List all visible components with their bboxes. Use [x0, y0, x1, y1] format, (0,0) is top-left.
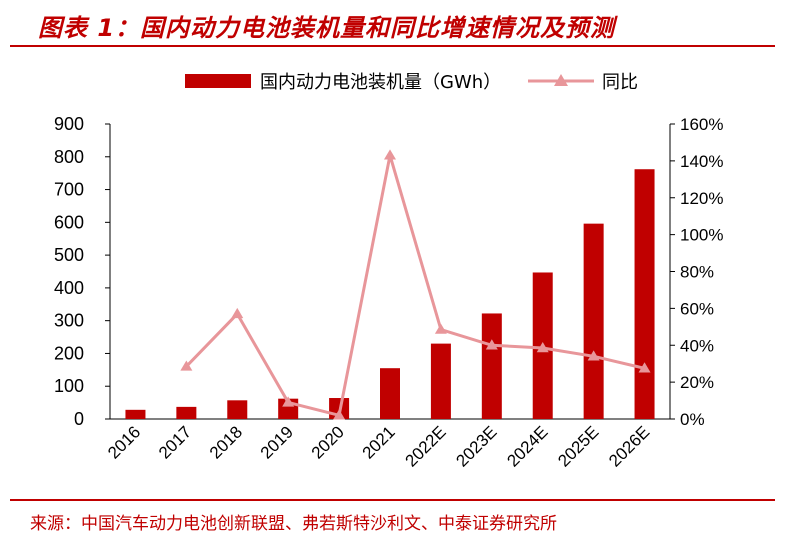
line-point [434, 323, 447, 334]
y-right-tick-label: 20% [680, 373, 714, 392]
line-point [384, 149, 396, 160]
y-left-tick-label: 800 [54, 147, 84, 167]
bar [227, 400, 248, 419]
y-right-tick-label: 160% [680, 115, 723, 134]
y-left-tick-label: 400 [54, 278, 84, 298]
bar [481, 313, 502, 419]
line-point [333, 409, 346, 420]
x-tick-label: 2026E [605, 422, 653, 470]
bar [125, 409, 146, 419]
title-divider [10, 45, 775, 47]
bar [583, 223, 604, 419]
chart: 0 100 200 300 400 500 600 700 800 900 0% 20% 40% 60% 8… [54, 72, 724, 471]
x-tick-label: 2021 [359, 422, 399, 462]
y-left-tick-label: 900 [54, 114, 84, 134]
y-right-tick-label: 60% [680, 299, 714, 318]
legend-label-line: 同比 [602, 72, 638, 93]
y-left-tick-label: 300 [54, 311, 84, 331]
source-divider [10, 499, 775, 501]
y-left-tick-label: 600 [54, 212, 84, 232]
y-right-tick-label: 0% [680, 410, 705, 429]
page-title: 图表 1：国内动力电池装机量和同比增速情况及预测 [38, 14, 616, 42]
y-left-tick-label: 100 [54, 376, 84, 396]
y-left-tick-label: 0 [74, 409, 84, 429]
x-tick-label: 2025E [554, 422, 602, 470]
x-tick-label: 2024E [503, 422, 551, 470]
x-tick-label: 2017 [155, 422, 195, 462]
bar [430, 343, 451, 419]
source-note: 来源：中国汽车动力电池创新联盟、弗若斯特沙利文、中泰证券研究所 [30, 514, 557, 534]
legend-swatch-marker [554, 74, 568, 86]
line-point [180, 360, 193, 371]
y-left-tick-label: 500 [54, 245, 84, 265]
bar [176, 406, 197, 419]
line-point [536, 342, 549, 353]
series-line [185, 154, 645, 418]
y-right-tick-label: 40% [680, 336, 714, 355]
x-tick-label: 2020 [308, 422, 348, 462]
bar [380, 368, 400, 419]
line-point [485, 339, 498, 350]
x-tick-label: 2018 [206, 422, 246, 462]
x-tick-label: 2022E [402, 422, 450, 470]
y-left-tick-label: 200 [54, 343, 84, 363]
x-tick-label: 2023E [452, 422, 500, 470]
y-right-tick-label: 120% [680, 189, 723, 208]
y-right-tick-label: 140% [680, 152, 723, 171]
line-point [638, 362, 651, 373]
y-right-tick-label: 100% [680, 226, 723, 245]
bar [634, 169, 655, 419]
line-point [231, 307, 244, 319]
y-right-tick-label: 80% [680, 263, 714, 282]
line-point [282, 396, 295, 407]
title-bar: 图表 1：国内动力电池装机量和同比增速情况及预测 [0, 0, 788, 48]
line-point [587, 350, 600, 361]
x-tick-label: 2019 [257, 422, 297, 462]
y-left-tick-label: 700 [54, 180, 84, 200]
legend-label-bar: 国内动力电池装机量（GWh） [260, 72, 501, 93]
x-tick-label: 2016 [104, 422, 144, 462]
legend-swatch-bar [185, 74, 251, 88]
